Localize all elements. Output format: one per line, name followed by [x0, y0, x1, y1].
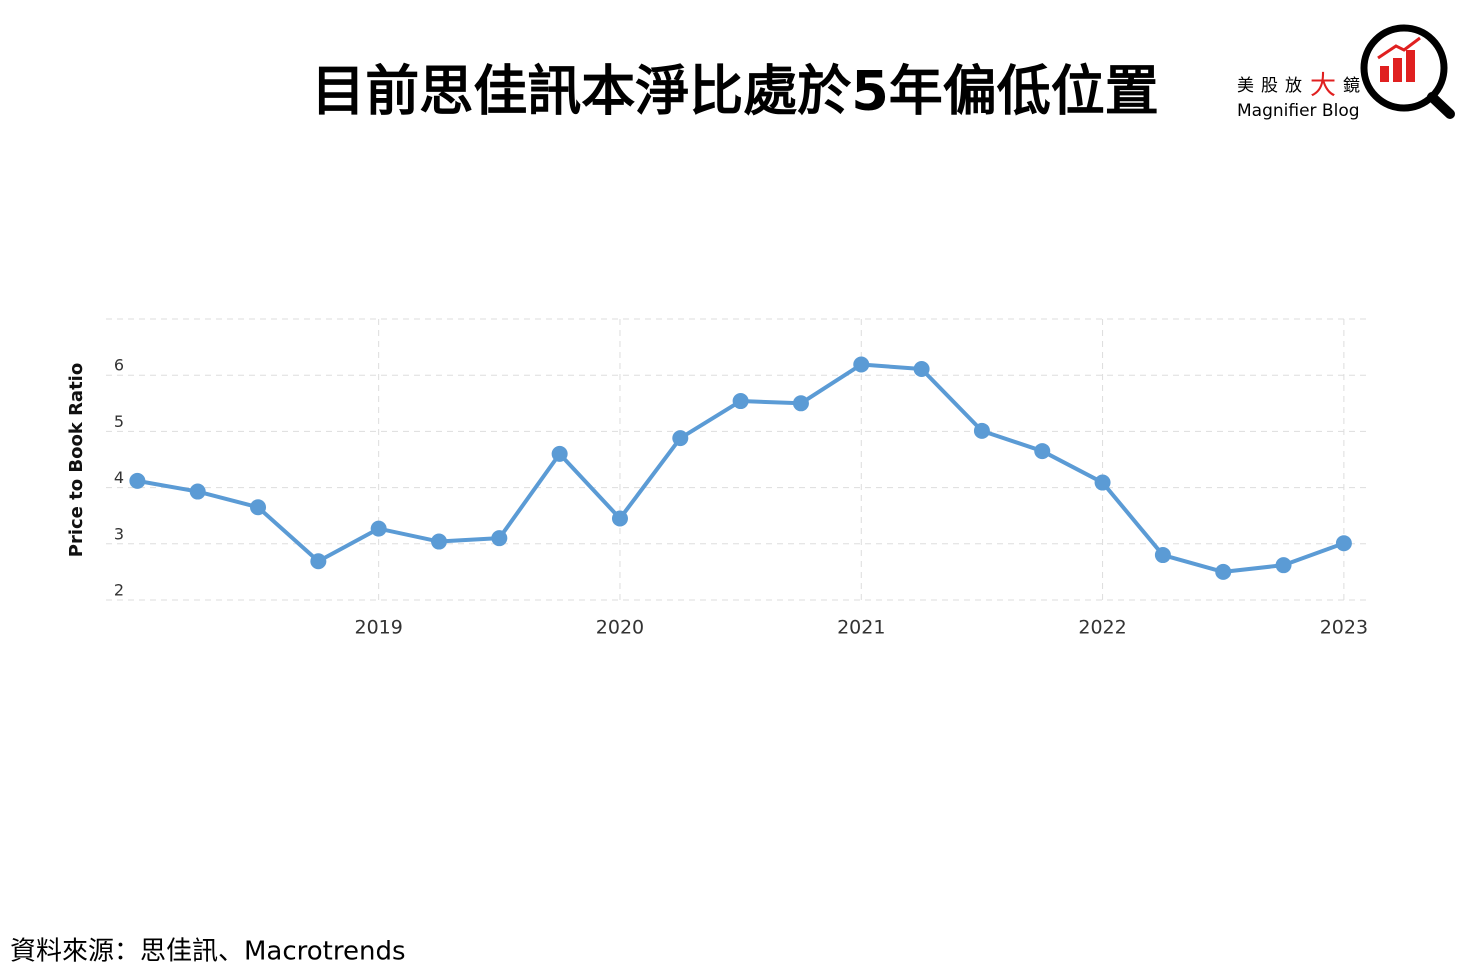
magnifier-lens	[1360, 24, 1448, 112]
y-tick-label: 4	[114, 468, 124, 487]
logo-char: 美	[1237, 76, 1254, 96]
data-point	[1335, 535, 1352, 552]
x-tick-label: 2020	[596, 617, 644, 639]
data-point	[430, 533, 447, 550]
data-point	[853, 356, 870, 373]
data-point	[1034, 443, 1051, 460]
logo-bar	[1393, 58, 1402, 82]
data-point	[973, 422, 990, 439]
logo-char: 鏡	[1343, 76, 1360, 96]
plot: 2 3 4 5 6 2019 2020 2021 2022 2023	[106, 319, 1368, 639]
logo-arrow	[1377, 36, 1421, 60]
magnifier-handle	[1427, 92, 1455, 119]
logo-char: 大	[1310, 71, 1336, 101]
logo-subtitle: Magnifier Blog	[1237, 101, 1360, 121]
data-point	[370, 520, 387, 537]
data-point	[491, 530, 508, 547]
x-tick-label: 2019	[354, 617, 402, 639]
data-point	[611, 510, 628, 527]
logo-bar	[1406, 50, 1415, 82]
data-point	[551, 445, 568, 462]
logo-chars: 美股放大鏡	[1237, 71, 1360, 101]
logo-char: 放	[1285, 76, 1302, 96]
y-tick-label: 5	[114, 412, 124, 431]
y-axis-label: Price to Book Ratio	[66, 363, 87, 557]
x-tick-label: 2021	[837, 617, 885, 639]
data-point	[129, 472, 146, 489]
data-point	[1275, 557, 1292, 574]
y-tick-label: 3	[114, 524, 124, 543]
data-point	[250, 499, 267, 516]
data-point	[1154, 547, 1171, 564]
data-point	[913, 361, 930, 378]
data-point	[1094, 474, 1111, 491]
data-point	[792, 395, 809, 412]
x-tick-label: 2023	[1320, 617, 1368, 639]
data-point	[189, 483, 206, 500]
x-tick-label: 2022	[1078, 617, 1126, 639]
logo: 美股放大鏡 Magnifier Blog	[1237, 24, 1455, 121]
chart-title: 目前思佳訊本淨比處於5年偏低位置	[311, 60, 1159, 123]
data-point	[732, 393, 749, 410]
logo-bar	[1380, 66, 1389, 82]
y-tick-label: 6	[114, 356, 124, 375]
source-note: 資料來源：思佳訊、Macrotrends	[10, 937, 406, 967]
data-point	[1215, 563, 1232, 580]
data-point	[672, 430, 689, 447]
y-tick-label: 2	[114, 581, 124, 600]
data-point	[310, 553, 327, 570]
logo-char: 股	[1261, 76, 1278, 96]
